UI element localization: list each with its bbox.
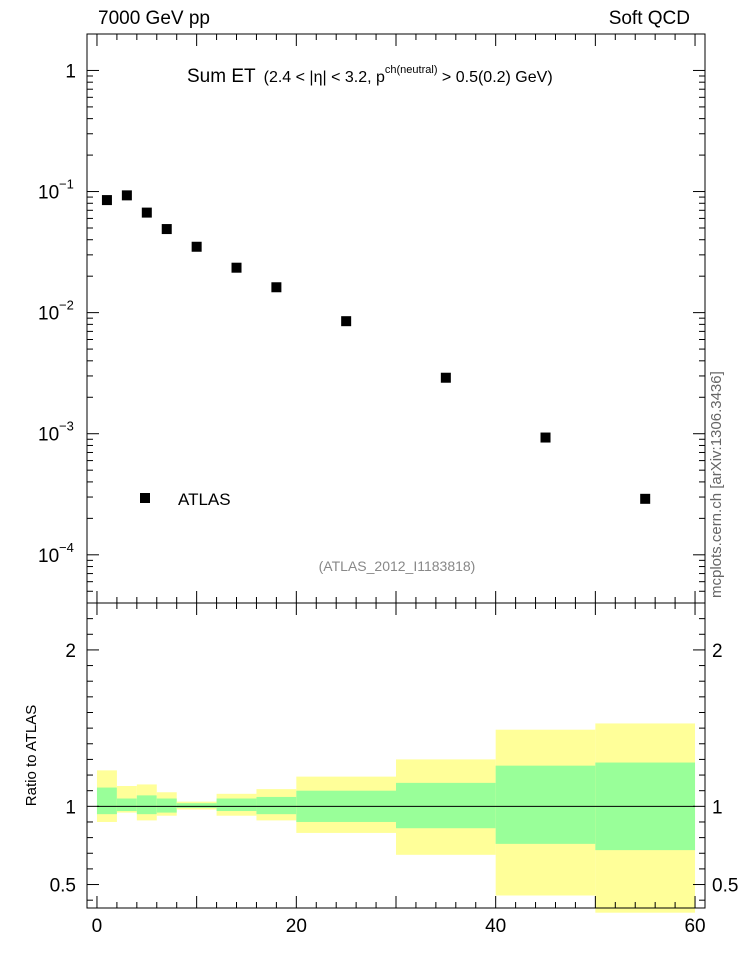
x-tick-label-0: 0 [92,916,103,937]
ratio-band-inner-8 [396,782,496,829]
data-point-9 [540,432,551,443]
ratio-band-inner-6 [256,796,297,815]
data-point-4 [191,241,202,252]
ratio-band-inner-5 [216,798,257,812]
ratio-band-inner-4 [176,803,217,808]
source-watermark: mcplots.cern.ch [arXiv:1306.3436] [708,371,725,598]
ratio-y-tick-label-right-2: 2 [712,641,723,662]
ratio-band-inner-1 [116,798,137,812]
ratio-y-tick-label-left-0.5: 0.5 [50,876,76,897]
data-point-8 [440,372,451,383]
ratio-y-tick-label-left-1: 1 [65,797,76,818]
ratio-band-inner-3 [156,798,177,813]
x-tick-label-60: 60 [684,916,705,937]
legend-label: ATLAS [178,490,231,509]
ratio-band-inner-9 [495,765,596,844]
y-tick-label-exp-3: −3 [59,419,74,434]
ratio-band-inner-0 [96,787,117,815]
legend-marker [140,493,150,503]
process-label: Soft QCD [608,8,690,29]
y-tick-label-base-1: 10 [38,183,59,204]
data-point-6 [271,282,282,293]
y-tick-label-exp-4: −4 [59,540,74,555]
data-point-1 [121,190,132,201]
ratio-y-tick-label-left-2: 2 [65,641,76,662]
y-tick-label-exp-2: −2 [59,298,74,313]
y-tick-label-exp-1: −1 [59,177,74,192]
x-tick-label-40: 40 [485,916,506,937]
y-tick-label-base-2: 10 [38,304,59,325]
data-point-3 [161,224,172,235]
y-tick-label-base-3: 10 [38,425,59,446]
plot-title: Sum ET (2.4 < |η| < 3.2, pch(neutral) > 0… [187,64,553,87]
data-point-5 [231,262,242,273]
collision-label: 7000 GeV pp [98,8,210,29]
data-point-7 [341,316,352,327]
data-point-0 [101,195,112,206]
analysis-tag: (ATLAS_2012_I1183818) [319,558,476,574]
main-plot-frame [86,33,706,604]
ratio-y-axis-label: Ratio to ATLAS [23,705,40,806]
ratio-y-tick-label-right-1: 1 [712,797,723,818]
y-tick-label-0: 1 [65,61,76,82]
data-point-10 [640,493,651,504]
ratio-band-inner-2 [136,795,157,815]
ratio-y-tick-label-right-0.5: 0.5 [712,876,738,897]
data-point-2 [141,207,152,218]
y-tick-label-base-4: 10 [38,546,59,567]
x-tick-label-20: 20 [286,916,307,937]
